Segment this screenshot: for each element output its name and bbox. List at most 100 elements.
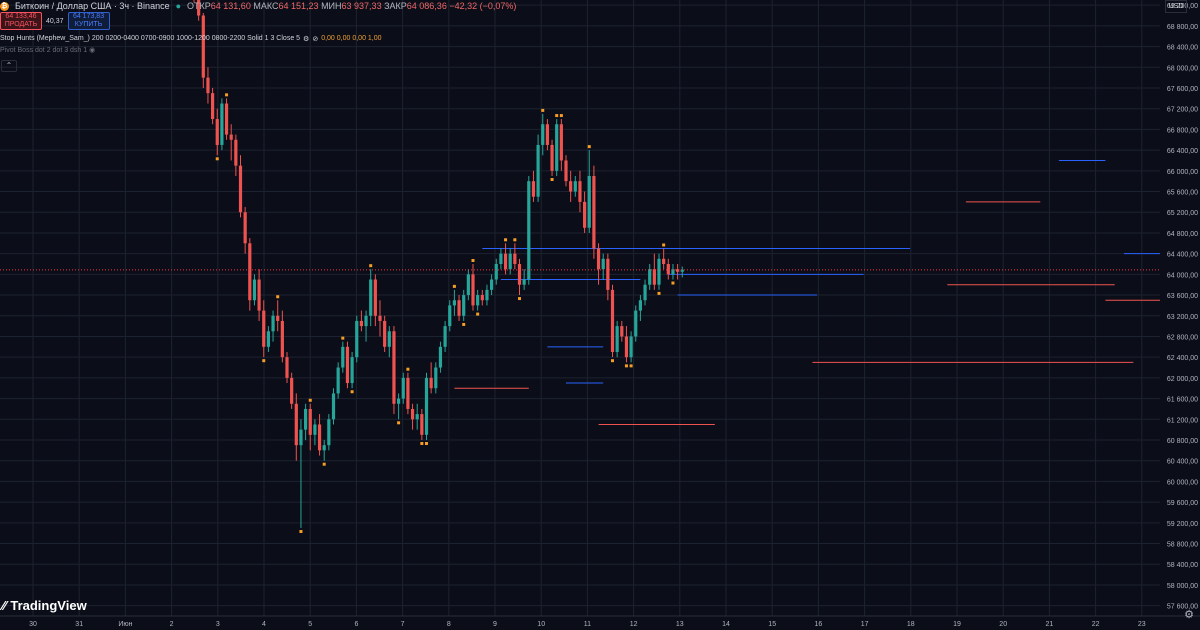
candle-body — [680, 269, 684, 272]
candle — [676, 264, 680, 280]
pivot-high-dot — [308, 398, 312, 402]
candle-body — [215, 119, 219, 145]
y-tick-label: 60 800,00 — [1167, 438, 1198, 445]
candle — [480, 289, 484, 306]
candle — [680, 266, 684, 278]
candle — [387, 326, 391, 358]
candle — [662, 248, 666, 270]
pivot-high-dot — [541, 108, 545, 112]
candle — [327, 414, 331, 451]
pivot-low-dot — [629, 364, 633, 368]
eye-icon[interactable]: ◉ — [89, 47, 96, 54]
candle — [471, 264, 475, 311]
candle — [522, 269, 526, 290]
indicator-stop-hunts[interactable]: Stop Hunts (Mephew_Sam_) 200 0200-0400 0… — [0, 35, 382, 43]
candle — [536, 134, 540, 202]
candle — [587, 150, 591, 233]
candle-body — [513, 253, 517, 264]
pivot-high-dot — [662, 243, 666, 247]
x-tick-label: 30 — [29, 621, 37, 628]
candle-body — [331, 393, 336, 420]
candle-body — [238, 165, 243, 213]
candle-body — [517, 264, 522, 285]
settings-icon[interactable]: ⚙ — [303, 36, 310, 43]
candle — [643, 279, 647, 306]
symbol-title[interactable]: Биткоин / Доллар США · 3ч · Binance — [15, 1, 170, 11]
candle — [615, 320, 619, 358]
candle — [545, 119, 549, 151]
candle-body — [578, 181, 582, 202]
candle — [271, 310, 275, 342]
candle — [266, 326, 270, 352]
candle-body — [522, 279, 526, 285]
chart-grid — [0, 0, 1160, 616]
pivot-high-dot — [555, 114, 559, 118]
price-axis[interactable]: 69 200,00 68 800,00 68 400,00 68 000,00 67 6… — [1160, 0, 1200, 630]
y-tick-label: 60 000,00 — [1167, 479, 1198, 486]
candle — [503, 243, 508, 275]
candle-body — [648, 269, 652, 285]
candle-body — [438, 346, 443, 368]
sell-price: 64 133,46 — [5, 13, 37, 20]
currency-selector[interactable]: USD — [1165, 0, 1187, 13]
pivot-high-dot — [471, 259, 475, 262]
candle-body — [262, 310, 266, 347]
pivot-low-dot — [350, 390, 354, 394]
candle-body — [424, 377, 429, 435]
candle-body — [257, 279, 261, 311]
candle-body — [341, 346, 345, 368]
candle-body — [480, 295, 484, 301]
pivot-high-dot — [452, 284, 456, 288]
candle — [350, 352, 354, 389]
candle — [322, 440, 326, 461]
x-tick-label: 15 — [768, 621, 776, 628]
candle-body — [466, 274, 470, 296]
candle — [583, 191, 587, 233]
candle-body — [359, 320, 363, 327]
indicator-pivot-boss[interactable]: Pivot Boss dot 2 dot 3 dsh 1 ◉ — [0, 46, 95, 54]
time-axis[interactable]: 30 31 Июн 2 3 4 5 6 7 8 9 10 11 12 13 14 15 16 17 18 19 20 21 2… — [0, 615, 1200, 630]
candle-body — [285, 357, 289, 378]
candle-body — [383, 320, 387, 347]
pivot-low-dot — [611, 359, 614, 363]
candle — [666, 258, 670, 280]
chevron-up-icon: ⌃ — [5, 61, 13, 70]
candle — [415, 403, 419, 430]
high-label: МАКС — [253, 1, 279, 11]
collapse-indicators-button[interactable]: ⌃ — [1, 60, 17, 72]
pivot-low-dot — [624, 364, 628, 368]
sell-button[interactable]: 64 133,46 ПРОДАТЬ — [0, 12, 42, 30]
candle-body — [583, 201, 587, 228]
candle-body — [569, 181, 573, 192]
candle-body — [406, 377, 410, 409]
y-tick-label: 61 200,00 — [1167, 417, 1198, 424]
x-tick-label: 31 — [75, 621, 83, 628]
indicator-stop-hunts-values: 0,00 0,00 0,00 1,00 — [321, 35, 382, 42]
candle — [197, 0, 201, 21]
candle-body — [541, 124, 545, 145]
buy-button[interactable]: 64 173,83 КУПИТЬ — [67, 12, 110, 30]
x-tick-label: 6 — [354, 621, 358, 628]
candle-body — [313, 424, 317, 435]
candle — [652, 253, 656, 290]
y-tick-label: 68 000,00 — [1167, 65, 1198, 72]
candle — [234, 134, 238, 176]
candle — [573, 176, 577, 197]
pivot-high-dot — [276, 295, 280, 299]
candle — [508, 248, 512, 275]
candle — [359, 310, 363, 332]
change-value: −42,32 (−0,07%) — [449, 1, 517, 11]
y-tick-label: 59 600,00 — [1167, 500, 1198, 507]
low-value: 63 937,33 — [341, 1, 382, 11]
candle — [592, 165, 596, 259]
pivot-low-dot — [671, 281, 675, 285]
chart-settings-icon[interactable]: ⚙ — [1184, 609, 1194, 621]
candle — [252, 274, 257, 306]
candle — [290, 372, 294, 409]
candle-body — [662, 258, 666, 264]
candle-body — [415, 414, 419, 420]
eye-icon[interactable]: ⊘ — [312, 36, 319, 43]
candle-body — [638, 300, 642, 311]
candle-body — [299, 429, 303, 446]
